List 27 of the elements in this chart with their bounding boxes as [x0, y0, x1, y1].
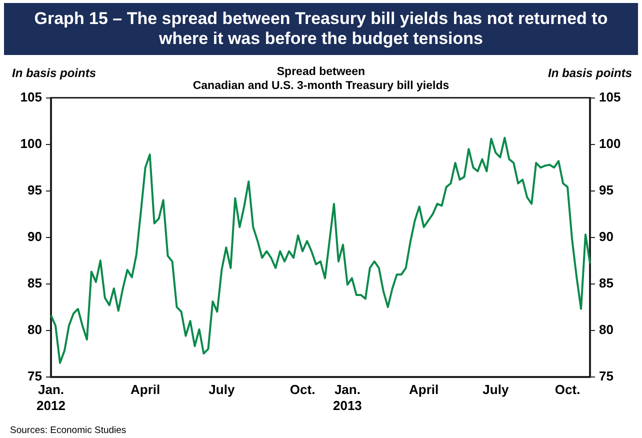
y2-tick-label: 85	[599, 275, 614, 290]
y-tick-label: 95	[28, 182, 42, 198]
y-tick-label: 80	[28, 322, 42, 337]
y2-tick-label: 100	[599, 136, 621, 151]
y2-axis-title: In basis points	[548, 66, 632, 80]
y-tick-label: 90	[28, 228, 42, 244]
y-tick-label: 85	[28, 275, 42, 290]
y-tick-label: 75	[28, 368, 42, 384]
x-tick-label: Jan. 2013	[332, 382, 362, 413]
y2-tick-label: 95	[599, 182, 614, 198]
x-tick-label: Oct.	[290, 382, 316, 398]
x-tick-label: Oct.	[554, 382, 580, 398]
y2-tick-label: 75	[599, 368, 614, 384]
y-tick-label: 100	[20, 136, 42, 151]
y2-tick-label: 80	[599, 322, 614, 337]
y-tick-label: 105	[20, 89, 42, 104]
y2-tick-label: 105	[599, 89, 621, 104]
x-tick-label: July	[208, 382, 236, 398]
x-tick-label: April	[130, 382, 160, 398]
x-tick-label: April	[408, 382, 439, 398]
y-axis-title: In basis points	[12, 66, 96, 80]
y2-tick-label: 90	[599, 228, 614, 244]
source-note: Sources: Economic Studies	[10, 425, 126, 436]
x-tick-label: July	[482, 382, 510, 398]
x-tick-label: Jan. 2012	[36, 382, 66, 413]
chart-title: Graph 15 – The spread between Treasury bill yields has not returned to where it was before the budget tensions	[4, 3, 638, 55]
chart-subtitle: Spread between Canadian and U.S. 3-month Treasury bill yields	[192, 65, 450, 93]
